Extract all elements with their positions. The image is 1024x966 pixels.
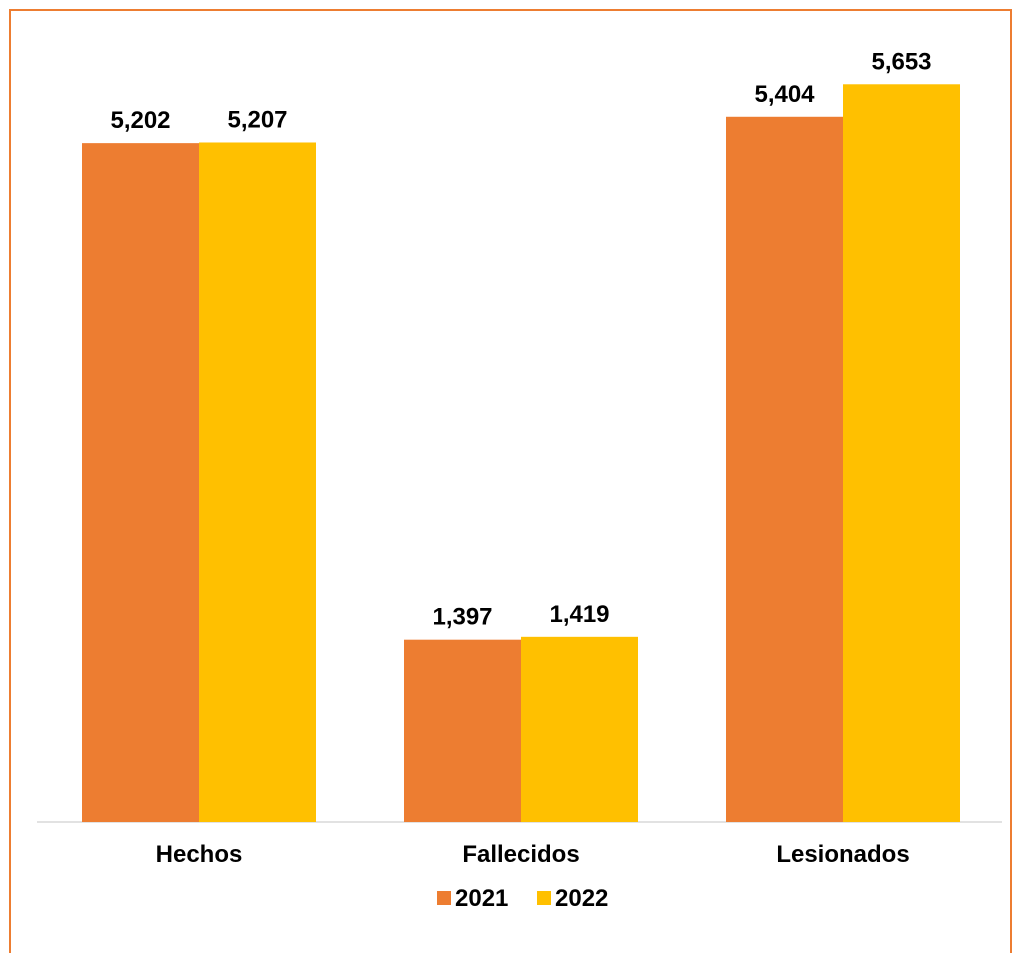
data-label-lesionados-2021: 5,404 — [754, 81, 815, 108]
bar-fallecidos-2022 — [521, 637, 638, 822]
bars-layer — [82, 84, 960, 822]
data-label-hechos-2021: 5,202 — [110, 107, 170, 134]
legend-swatch-2021 — [437, 891, 451, 905]
legend: 2021 2022 — [437, 885, 608, 912]
category-labels-layer: Hechos Fallecidos Lesionados — [156, 841, 910, 868]
legend-label-2021: 2021 — [455, 885, 508, 912]
bar-lesionados-2022 — [843, 84, 960, 822]
data-label-lesionados-2022: 5,653 — [871, 48, 931, 75]
data-label-fallecidos-2021: 1,397 — [432, 604, 492, 631]
bar-hechos-2022 — [199, 142, 316, 822]
bar-hechos-2021 — [82, 143, 199, 822]
category-label-lesionados: Lesionados — [776, 841, 909, 868]
data-label-hechos-2022: 5,207 — [227, 106, 287, 133]
bar-fallecidos-2021 — [404, 640, 521, 822]
legend-label-2022: 2022 — [555, 885, 608, 912]
category-label-hechos: Hechos — [156, 841, 243, 868]
bar-lesionados-2021 — [726, 117, 843, 822]
data-label-fallecidos-2022: 1,419 — [549, 601, 609, 628]
category-label-fallecidos: Fallecidos — [462, 841, 579, 868]
legend-swatch-2022 — [537, 891, 551, 905]
